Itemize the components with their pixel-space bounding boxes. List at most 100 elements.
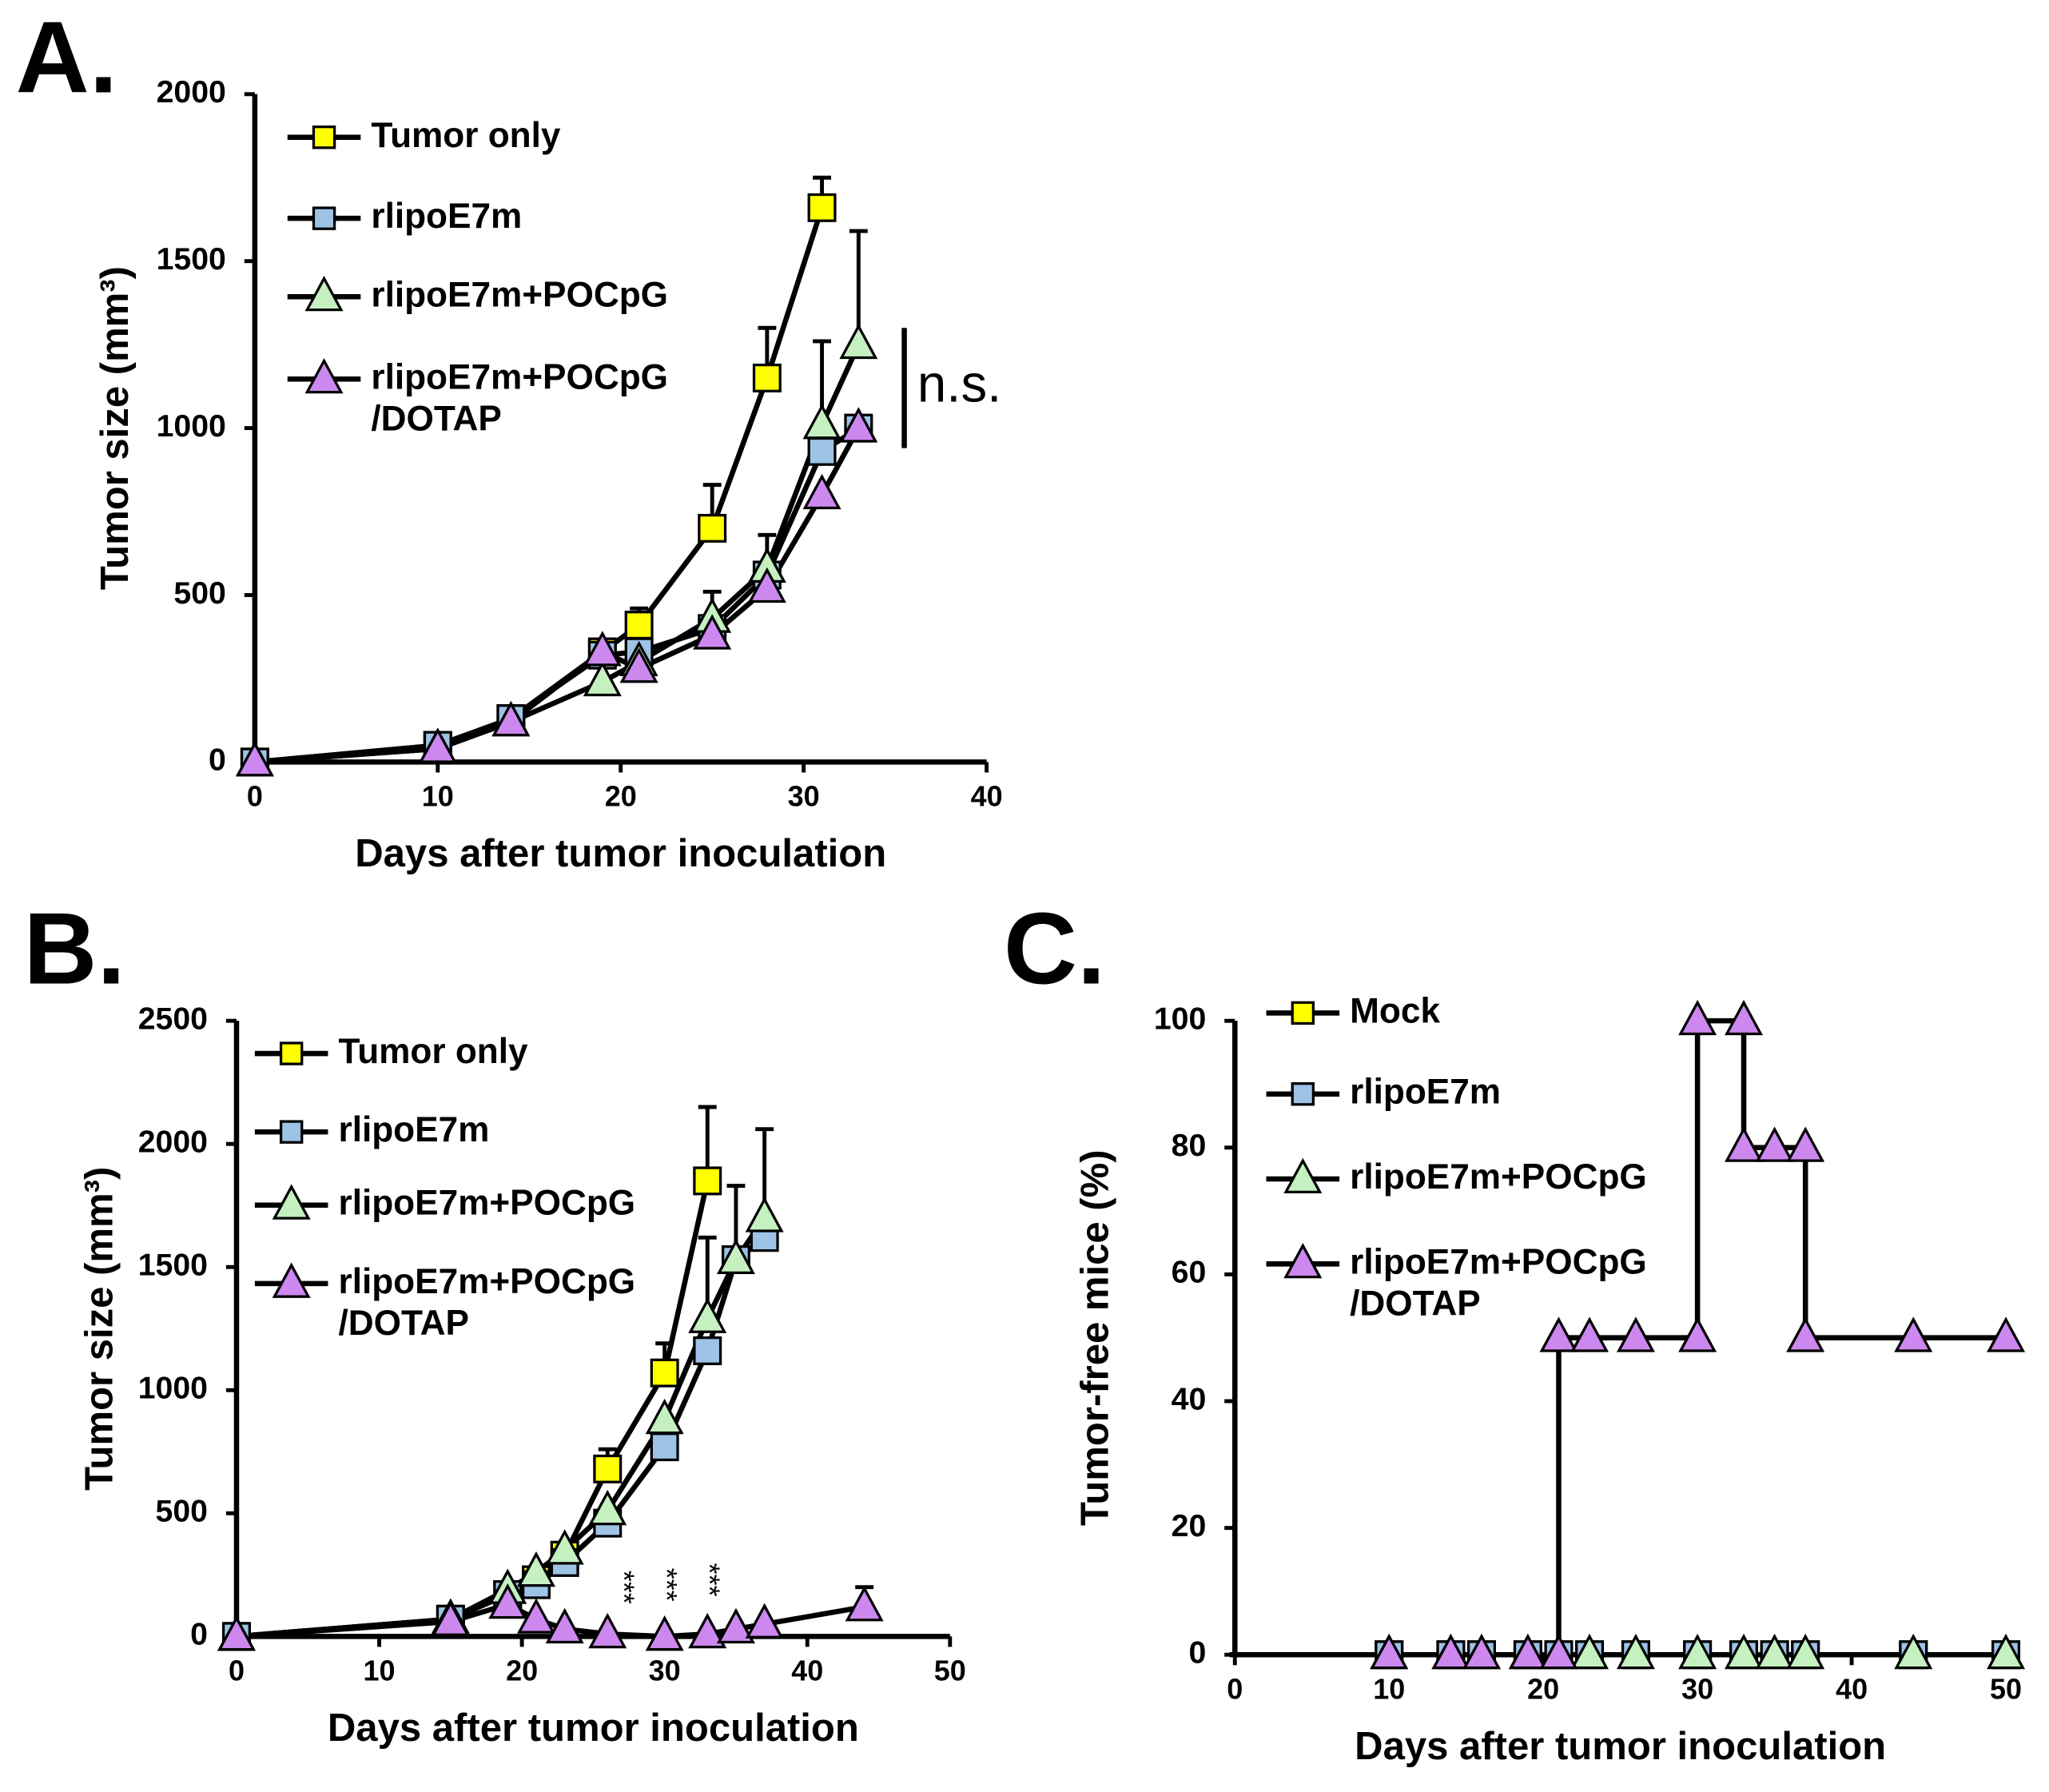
x-tick-label: 0 bbox=[229, 1655, 245, 1687]
x-tick-label: 0 bbox=[247, 780, 263, 813]
y-tick-label: 500 bbox=[156, 1494, 208, 1529]
y-tick-label: 1000 bbox=[157, 408, 226, 444]
y-tick-label: 100 bbox=[1154, 1002, 1206, 1037]
y-tick-label: 1500 bbox=[138, 1248, 208, 1283]
marker bbox=[1755, 1126, 1794, 1162]
x-tick-label: 10 bbox=[422, 780, 454, 813]
x-tick-label: 20 bbox=[506, 1655, 538, 1687]
legend-label: rlipoE7m+POCpG/DOTAP bbox=[339, 1261, 636, 1342]
marker bbox=[624, 611, 654, 640]
marker bbox=[588, 1489, 627, 1526]
marker bbox=[839, 323, 878, 360]
x-tick-label: 40 bbox=[1836, 1673, 1868, 1706]
y-tick-label: 0 bbox=[1188, 1635, 1206, 1671]
panel-label: B. bbox=[23, 893, 125, 1006]
x-tick-label: 40 bbox=[791, 1655, 823, 1687]
legend-marker bbox=[304, 357, 344, 394]
x-tick-label: 30 bbox=[1681, 1673, 1713, 1706]
annotation: n.s. bbox=[917, 355, 1001, 413]
y-axis-title: Tumor-free mice (%) bbox=[1074, 1149, 1117, 1526]
marker bbox=[1431, 1633, 1470, 1670]
legend-label: rlipoE7m bbox=[1350, 1072, 1501, 1111]
y-tick-label: 0 bbox=[209, 743, 226, 778]
marker bbox=[619, 647, 658, 683]
marker bbox=[545, 1607, 584, 1644]
annotation: *** bbox=[651, 1568, 683, 1602]
panel-label: C. bbox=[1004, 893, 1106, 1006]
marker bbox=[583, 631, 622, 667]
marker bbox=[807, 193, 837, 222]
y-tick-label: 80 bbox=[1172, 1128, 1207, 1163]
y-tick-label: 2000 bbox=[157, 74, 226, 110]
marker bbox=[1894, 1316, 1933, 1352]
y-tick-label: 1500 bbox=[157, 241, 226, 277]
legend-label: rlipoE7m bbox=[371, 197, 522, 236]
x-tick-label: 50 bbox=[1990, 1673, 2022, 1706]
y-tick-label: 2000 bbox=[138, 1125, 208, 1160]
x-axis-title: Days after tumor inoculation bbox=[1355, 1725, 1886, 1768]
marker bbox=[802, 473, 841, 510]
y-tick-label: 20 bbox=[1172, 1508, 1207, 1543]
marker bbox=[588, 1612, 627, 1649]
marker bbox=[698, 513, 727, 543]
legend-label: rlipoE7m+POCpG bbox=[339, 1183, 636, 1222]
x-axis-title: Days after tumor inoculation bbox=[355, 832, 886, 875]
marker bbox=[716, 1238, 755, 1274]
marker bbox=[516, 1551, 555, 1587]
marker bbox=[491, 700, 531, 737]
marker bbox=[1508, 1633, 1547, 1670]
y-tick-label: 500 bbox=[173, 575, 225, 611]
marker bbox=[1539, 1633, 1578, 1670]
marker bbox=[745, 1197, 784, 1232]
x-tick-label: 10 bbox=[364, 1655, 396, 1687]
series-line bbox=[236, 1180, 710, 1639]
x-tick-label: 20 bbox=[605, 780, 637, 813]
marker bbox=[488, 1583, 527, 1619]
y-axis-title: Tumor size (mm³) bbox=[78, 1167, 121, 1491]
marker bbox=[431, 1600, 470, 1636]
y-axis-title: Tumor size (mm³) bbox=[93, 266, 137, 590]
legend-label: rlipoE7m+POCpG bbox=[371, 275, 668, 314]
marker bbox=[1678, 1316, 1717, 1352]
legend-label: Mock bbox=[1350, 991, 1440, 1030]
marker bbox=[1755, 1633, 1794, 1670]
legend-marker bbox=[272, 1184, 311, 1220]
marker bbox=[1370, 1633, 1409, 1670]
x-tick-label: 30 bbox=[788, 780, 820, 813]
marker bbox=[745, 1603, 784, 1639]
legend-marker bbox=[279, 1120, 304, 1144]
marker bbox=[688, 1612, 727, 1649]
legend-label: Tumor only bbox=[371, 115, 560, 154]
marker bbox=[545, 1529, 584, 1565]
marker bbox=[650, 1432, 679, 1462]
x-tick-label: 10 bbox=[1373, 1673, 1405, 1706]
legend-marker bbox=[279, 1041, 304, 1065]
marker bbox=[747, 567, 786, 603]
legend-marker bbox=[304, 275, 344, 312]
marker bbox=[752, 363, 782, 392]
marker bbox=[1987, 1316, 2026, 1352]
y-tick-label: 40 bbox=[1172, 1381, 1207, 1416]
y-tick-label: 0 bbox=[190, 1617, 208, 1652]
marker bbox=[839, 407, 878, 443]
marker bbox=[845, 1586, 884, 1622]
marker bbox=[1894, 1633, 1933, 1670]
panel-label: A. bbox=[16, 2, 118, 115]
marker bbox=[1570, 1316, 1609, 1352]
marker bbox=[688, 1297, 727, 1333]
x-tick-label: 40 bbox=[971, 780, 1003, 813]
annotation: *** bbox=[608, 1571, 641, 1604]
legend-label: rlipoE7m+POCpG/DOTAP bbox=[1350, 1242, 1647, 1323]
marker bbox=[1616, 1316, 1655, 1352]
legend-label: rlipoE7m+POCpG bbox=[1350, 1157, 1647, 1197]
marker bbox=[1570, 1633, 1609, 1670]
legend-marker bbox=[1283, 1242, 1323, 1279]
marker bbox=[1786, 1126, 1825, 1162]
marker bbox=[1725, 1633, 1764, 1670]
marker bbox=[693, 614, 732, 650]
x-tick-label: 50 bbox=[934, 1655, 966, 1687]
legend-label: Tumor only bbox=[339, 1032, 528, 1071]
legend-marker bbox=[1291, 1001, 1315, 1025]
marker bbox=[1725, 999, 1764, 1036]
